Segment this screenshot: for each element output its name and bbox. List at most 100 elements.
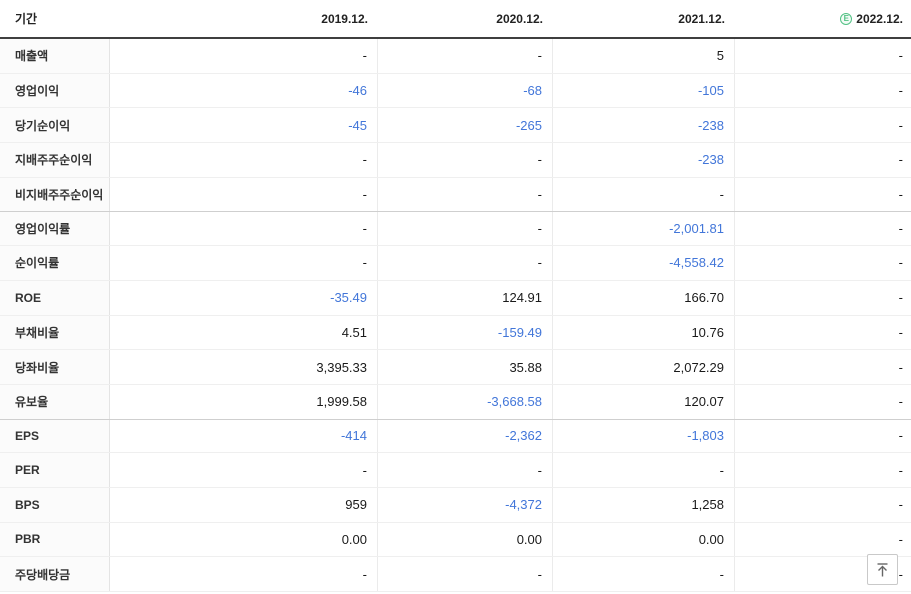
cell-value: -4,372 bbox=[378, 487, 553, 522]
cell-value: - bbox=[378, 246, 553, 280]
cell-value: -4,558.42 bbox=[553, 246, 735, 280]
table-row: 부채비율 4.51 -159.49 10.76 - bbox=[0, 315, 911, 351]
cell-value: - bbox=[378, 39, 553, 73]
cell-value: - bbox=[378, 557, 553, 591]
cell-value: - bbox=[553, 453, 735, 487]
cell-value: - bbox=[898, 48, 903, 64]
cell-value: -45 bbox=[110, 108, 378, 143]
cell-value: 1,258 bbox=[553, 487, 735, 522]
row-label: BPS bbox=[0, 487, 110, 522]
cell-value: 1,999.58 bbox=[110, 384, 378, 419]
cell-value: - bbox=[898, 83, 903, 99]
cell-value: - bbox=[110, 557, 378, 591]
cell-value: 166.70 bbox=[553, 280, 735, 315]
table-row: EPS -414 -2,362 -1,803 - bbox=[0, 418, 911, 454]
cell-value: - bbox=[110, 453, 378, 487]
cell-value: - bbox=[378, 143, 553, 177]
cell-value: 3,395.33 bbox=[110, 350, 378, 384]
cell-value: - bbox=[898, 324, 903, 340]
cell-value: - bbox=[110, 246, 378, 280]
table-row: ROE -35.49 124.91 166.70 - bbox=[0, 280, 911, 316]
cell-value: - bbox=[898, 187, 903, 203]
scroll-to-top-icon bbox=[875, 562, 890, 578]
table-row: BPS 959 -4,372 1,258 - bbox=[0, 487, 911, 523]
row-label: 순이익률 bbox=[0, 246, 110, 280]
cell-value: 4.51 bbox=[110, 315, 378, 350]
cell-value: -238 bbox=[553, 108, 735, 143]
cell-value: -46 bbox=[110, 73, 378, 108]
table-row: PER - - - - bbox=[0, 453, 911, 488]
cell-value: - bbox=[898, 117, 903, 133]
cell-value: - bbox=[553, 557, 735, 591]
period-header-label: 기간 bbox=[15, 12, 38, 26]
cell-value: -105 bbox=[553, 73, 735, 108]
cell-value: 35.88 bbox=[378, 350, 553, 384]
cell-value: - bbox=[898, 221, 903, 237]
cell-value: 959 bbox=[110, 487, 378, 522]
cell-value: - bbox=[110, 39, 378, 73]
table-row: 순이익률 - - -4,558.42 - bbox=[0, 246, 911, 281]
row-label: 당좌비율 bbox=[0, 350, 110, 384]
cell-value: 2,072.29 bbox=[553, 350, 735, 384]
cell-value: - bbox=[898, 497, 903, 513]
row-label: 영업이익률 bbox=[0, 212, 110, 246]
table-row: 매출액 - - 5 - bbox=[0, 39, 911, 74]
row-label: 매출액 bbox=[0, 39, 110, 73]
cell-value: - bbox=[378, 453, 553, 487]
table-row: 당기순이익 -45 -265 -238 - bbox=[0, 108, 911, 144]
table-row: 영업이익률 - - -2,001.81 - bbox=[0, 211, 911, 247]
cell-value: 124.91 bbox=[378, 280, 553, 315]
cell-value: - bbox=[110, 212, 378, 246]
row-label: PER bbox=[0, 453, 110, 487]
row-label: PBR bbox=[0, 522, 110, 557]
cell-value: - bbox=[898, 359, 903, 375]
row-label: EPS bbox=[0, 419, 110, 453]
cell-value: -68 bbox=[378, 73, 553, 108]
row-label: 당기순이익 bbox=[0, 108, 110, 143]
cell-value: -238 bbox=[553, 143, 735, 177]
table-row: 주당배당금 - - - - bbox=[0, 557, 911, 592]
cell-value: - bbox=[898, 428, 903, 444]
column-header-2019: 2019.12. bbox=[321, 11, 368, 26]
row-label: 부채비율 bbox=[0, 315, 110, 350]
row-label: 주당배당금 bbox=[0, 557, 110, 591]
column-header-2022-estimate: E 2022.12. bbox=[735, 0, 911, 37]
cell-value: -35.49 bbox=[110, 280, 378, 315]
cell-value: -414 bbox=[110, 419, 378, 453]
row-label: 유보율 bbox=[0, 384, 110, 419]
cell-value: 10.76 bbox=[553, 315, 735, 350]
cell-value: -265 bbox=[378, 108, 553, 143]
cell-value: - bbox=[110, 177, 378, 212]
row-label: 영업이익 bbox=[0, 73, 110, 108]
cell-value: - bbox=[553, 177, 735, 212]
table-row: 유보율 1,999.58 -3,668.58 120.07 - bbox=[0, 384, 911, 420]
cell-value: - bbox=[898, 152, 903, 168]
row-label: 지배주주순이익 bbox=[0, 143, 110, 177]
column-header-2021: 2021.12. bbox=[678, 11, 725, 26]
cell-value: 0.00 bbox=[110, 522, 378, 557]
cell-value: - bbox=[898, 290, 903, 306]
cell-value: - bbox=[898, 462, 903, 478]
row-label: ROE bbox=[0, 280, 110, 315]
table-body: 매출액 - - 5 - 영업이익 -46 -68 -105 - 당기순이익 -4… bbox=[0, 39, 911, 592]
column-header-2020: 2020.12. bbox=[496, 11, 543, 26]
cell-value: - bbox=[898, 255, 903, 271]
cell-value: -3,668.58 bbox=[378, 384, 553, 419]
cell-value: - bbox=[378, 212, 553, 246]
estimate-icon: E bbox=[840, 12, 853, 25]
cell-value: 0.00 bbox=[553, 522, 735, 557]
cell-value: - bbox=[378, 177, 553, 212]
cell-value: -2,362 bbox=[378, 419, 553, 453]
cell-value: -159.49 bbox=[378, 315, 553, 350]
table-row: 영업이익 -46 -68 -105 - bbox=[0, 73, 911, 109]
scroll-to-top-button[interactable] bbox=[867, 554, 898, 585]
table-row: PBR 0.00 0.00 0.00 - bbox=[0, 522, 911, 558]
row-label: 비지배주주순이익 bbox=[0, 177, 110, 212]
column-header-2022-label: 2022.12. bbox=[856, 11, 903, 26]
cell-value: 5 bbox=[553, 39, 735, 73]
cell-value: - bbox=[898, 566, 903, 582]
table-row: 지배주주순이익 - - -238 - bbox=[0, 143, 911, 178]
cell-value: - bbox=[898, 531, 903, 547]
table-header-row: 기간 2019.12. 2020.12. 2021.12. E 2022.12. bbox=[0, 0, 911, 39]
